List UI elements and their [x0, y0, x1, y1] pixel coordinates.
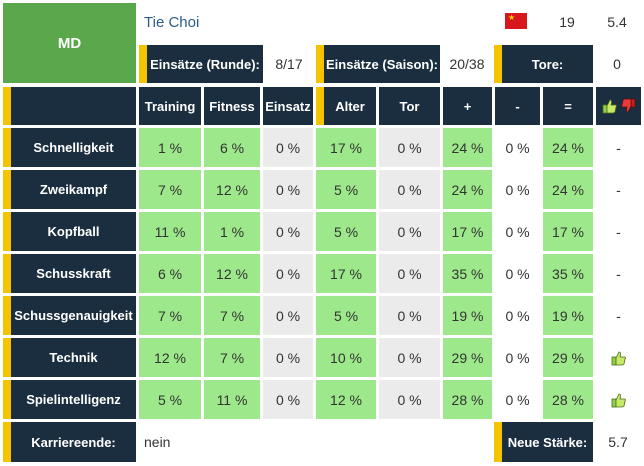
cell-einsatz: 0 % — [263, 254, 313, 293]
cell-alter: 5 % — [316, 212, 376, 251]
player-name[interactable]: Tie Choi — [144, 13, 200, 31]
header-corner — [3, 87, 136, 125]
cell-fitness: 6 % — [204, 128, 260, 167]
cell-minus: 0 % — [505, 181, 530, 198]
skill-row-label: Technik — [3, 338, 136, 377]
cell-equals: 28 % — [543, 380, 593, 419]
cell-tor: 0 % — [379, 380, 440, 419]
cell-equals: 35 % — [543, 254, 593, 293]
season-apps-value: 20/38 — [449, 56, 485, 72]
skill-row-label: Schusskraft — [3, 254, 136, 293]
cell-einsatz: 0 % — [263, 338, 313, 377]
column-header-tor[interactable]: Tor — [379, 87, 440, 125]
cell-training: 1 % — [139, 128, 201, 167]
cell-fitness: 11 % — [204, 380, 260, 419]
cell-einsatz: 0 % — [263, 380, 313, 419]
new-strength-label: Neue Stärke: — [494, 422, 593, 462]
rating-mark: - — [616, 307, 621, 324]
cell-fitness: 7 % — [204, 338, 260, 377]
career-end-label: Karriereende: — [3, 422, 136, 462]
cell-plus: 24 % — [443, 128, 492, 167]
cell-training: 7 % — [139, 296, 201, 335]
cell-tor: 0 % — [379, 338, 440, 377]
position-badge: MD — [3, 3, 136, 83]
cell-training: 7 % — [139, 170, 201, 209]
cell-plus: 28 % — [443, 380, 492, 419]
cell-alter: 5 % — [316, 170, 376, 209]
rating-mark: - — [616, 223, 621, 240]
cell-plus: 19 % — [443, 296, 492, 335]
cell-fitness: 12 % — [204, 170, 260, 209]
cell-plus: 17 % — [443, 212, 492, 251]
column-header-einsatz[interactable]: Einsatz — [263, 87, 313, 125]
thumb-up-icon — [596, 338, 641, 377]
cell-minus: 0 % — [505, 307, 530, 324]
column-header-minus[interactable]: - — [495, 87, 540, 125]
cell-plus: 29 % — [443, 338, 492, 377]
cell-alter: 5 % — [316, 296, 376, 335]
china-flag-icon: ★ — [505, 13, 527, 29]
round-apps-label: Einsätze (Runde): — [139, 45, 263, 83]
new-strength-value: 5.7 — [608, 434, 628, 450]
cell-plus: 24 % — [443, 170, 492, 209]
cell-equals: 24 % — [543, 170, 593, 209]
thumb-up-icon — [602, 99, 617, 114]
thumb-up-icon — [596, 380, 641, 419]
cell-alter: 17 % — [316, 128, 376, 167]
cell-tor: 0 % — [379, 170, 440, 209]
cell-alter: 17 % — [316, 254, 376, 293]
column-header-rating-icons — [596, 87, 641, 125]
cell-training: 12 % — [139, 338, 201, 377]
skill-row-label: Schnelligkeit — [3, 128, 136, 167]
cell-tor: 0 % — [379, 254, 440, 293]
cell-minus: 0 % — [505, 391, 530, 408]
cell-minus: 0 % — [505, 139, 530, 156]
round-apps-value: 8/17 — [275, 56, 303, 72]
cell-fitness: 12 % — [204, 254, 260, 293]
cell-equals: 29 % — [543, 338, 593, 377]
cell-equals: 17 % — [543, 212, 593, 251]
goals-value: 0 — [613, 56, 621, 72]
cell-einsatz: 0 % — [263, 128, 313, 167]
cell-tor: 0 % — [379, 296, 440, 335]
player-rating: 5.4 — [607, 14, 627, 30]
cell-minus: 0 % — [505, 265, 530, 282]
cell-einsatz: 0 % — [263, 170, 313, 209]
cell-equals: 24 % — [543, 128, 593, 167]
column-header-alter[interactable]: Alter — [316, 87, 376, 125]
cell-tor: 0 % — [379, 128, 440, 167]
cell-alter: 10 % — [316, 338, 376, 377]
column-header-equals[interactable]: = — [543, 87, 593, 125]
position-label: MD — [57, 34, 82, 52]
cell-tor: 0 % — [379, 212, 440, 251]
column-header-plus[interactable]: + — [443, 87, 492, 125]
skill-row-label: Kopfball — [3, 212, 136, 251]
cell-equals: 19 % — [543, 296, 593, 335]
cell-fitness: 7 % — [204, 296, 260, 335]
career-end-value: nein — [144, 434, 171, 450]
cell-minus: 0 % — [505, 223, 530, 240]
skill-row-label: Spielintelligenz — [3, 380, 136, 419]
thumb-down-icon — [620, 98, 635, 113]
cell-plus: 35 % — [443, 254, 492, 293]
skill-row-label: Zweikampf — [3, 170, 136, 209]
rating-mark: - — [616, 181, 621, 198]
cell-alter: 12 % — [316, 380, 376, 419]
cell-einsatz: 0 % — [263, 296, 313, 335]
column-header-fitness[interactable]: Fitness — [204, 87, 260, 125]
rating-mark: - — [616, 139, 621, 156]
cell-fitness: 1 % — [204, 212, 260, 251]
goals-label: Tore: — [494, 45, 593, 83]
cell-minus: 0 % — [505, 349, 530, 366]
cell-training: 5 % — [139, 380, 201, 419]
player-age: 19 — [559, 14, 575, 30]
skill-row-label: Schussgenauigkeit — [3, 296, 136, 335]
season-apps-label: Einsätze (Saison): — [316, 45, 440, 83]
cell-einsatz: 0 % — [263, 212, 313, 251]
cell-training: 6 % — [139, 254, 201, 293]
rating-mark: - — [616, 265, 621, 282]
column-header-training[interactable]: Training — [139, 87, 201, 125]
cell-training: 11 % — [139, 212, 201, 251]
